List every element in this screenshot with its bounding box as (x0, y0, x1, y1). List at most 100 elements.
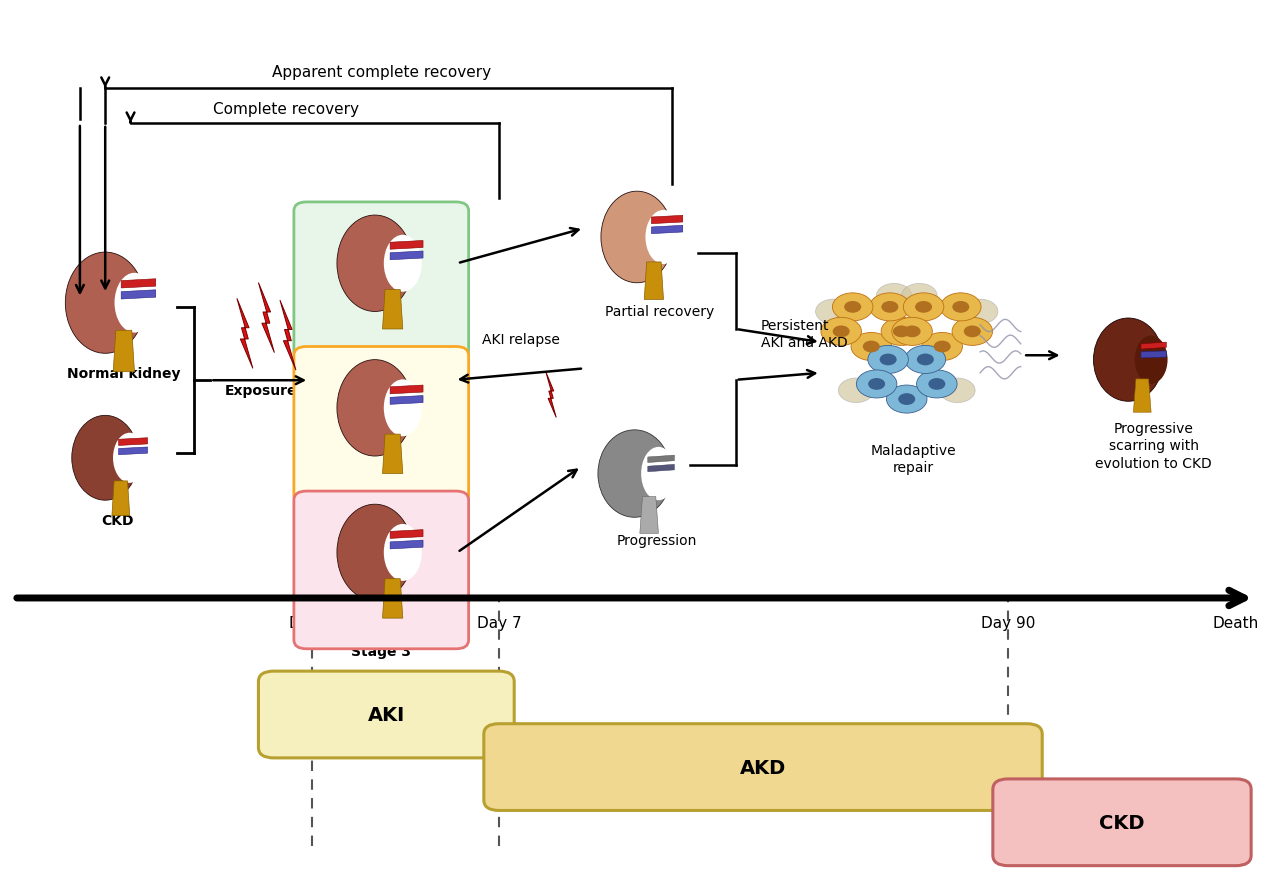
Circle shape (939, 378, 975, 403)
Ellipse shape (72, 416, 138, 500)
Circle shape (923, 333, 962, 361)
Text: Maladaptive
repair: Maladaptive repair (871, 443, 956, 475)
Text: Progressive
scarring with
evolution to CKD: Progressive scarring with evolution to C… (1095, 421, 1212, 470)
Polygon shape (118, 448, 147, 455)
Ellipse shape (602, 192, 673, 284)
FancyBboxPatch shape (992, 779, 1251, 866)
Polygon shape (651, 226, 683, 234)
Circle shape (952, 318, 992, 346)
Text: Day 7: Day 7 (477, 615, 522, 630)
Polygon shape (647, 464, 674, 472)
Circle shape (816, 300, 851, 324)
Text: Complete recovery: Complete recovery (213, 102, 359, 117)
Circle shape (821, 318, 862, 346)
Circle shape (916, 371, 957, 399)
Circle shape (869, 293, 910, 321)
Ellipse shape (641, 448, 675, 500)
Text: CKD: CKD (102, 514, 135, 528)
Polygon shape (121, 291, 156, 299)
Ellipse shape (1134, 336, 1167, 385)
Circle shape (877, 284, 912, 308)
Polygon shape (382, 579, 402, 618)
Polygon shape (390, 541, 423, 550)
Circle shape (934, 342, 950, 353)
Circle shape (915, 302, 933, 313)
Ellipse shape (113, 433, 146, 483)
Text: Death: Death (1213, 615, 1259, 630)
Polygon shape (390, 241, 423, 250)
Polygon shape (1141, 342, 1166, 349)
Circle shape (851, 333, 892, 361)
Circle shape (898, 393, 915, 406)
Ellipse shape (114, 273, 155, 334)
Circle shape (832, 293, 873, 321)
Circle shape (963, 326, 981, 338)
Circle shape (832, 326, 850, 338)
Polygon shape (647, 456, 674, 463)
Text: AKD: AKD (740, 758, 787, 777)
Circle shape (929, 378, 945, 391)
Ellipse shape (383, 524, 421, 581)
Polygon shape (382, 435, 402, 474)
Text: Progression: Progression (617, 534, 698, 548)
Ellipse shape (646, 211, 681, 265)
Circle shape (905, 346, 945, 374)
Circle shape (916, 354, 934, 366)
Text: Exposures: Exposures (225, 384, 305, 398)
Text: Day 90: Day 90 (981, 615, 1036, 630)
Circle shape (940, 293, 981, 321)
Circle shape (904, 326, 920, 338)
Circle shape (893, 326, 910, 338)
Polygon shape (118, 438, 147, 446)
Text: Partial recovery: Partial recovery (605, 304, 714, 318)
Circle shape (839, 378, 874, 403)
Text: AKI relapse: AKI relapse (482, 333, 560, 347)
Ellipse shape (1094, 319, 1164, 402)
Polygon shape (546, 372, 556, 418)
Circle shape (857, 371, 897, 399)
Polygon shape (390, 396, 423, 405)
Polygon shape (390, 252, 423, 261)
Ellipse shape (65, 253, 145, 354)
Polygon shape (640, 497, 659, 534)
Polygon shape (121, 279, 156, 289)
Polygon shape (382, 291, 402, 329)
Text: Apparent complete recovery: Apparent complete recovery (272, 65, 491, 80)
Ellipse shape (338, 505, 412, 601)
Polygon shape (1133, 379, 1151, 413)
Polygon shape (390, 530, 423, 539)
Polygon shape (112, 481, 129, 516)
Polygon shape (645, 263, 664, 300)
Text: Stage 2: Stage 2 (352, 500, 411, 515)
FancyBboxPatch shape (294, 203, 468, 360)
Text: Day 0: Day 0 (289, 615, 334, 630)
Ellipse shape (598, 430, 671, 518)
Ellipse shape (383, 380, 421, 437)
Polygon shape (280, 300, 296, 371)
Circle shape (868, 378, 886, 391)
Polygon shape (1141, 351, 1166, 358)
Circle shape (904, 293, 944, 321)
Polygon shape (651, 216, 683, 225)
FancyBboxPatch shape (294, 492, 468, 649)
FancyBboxPatch shape (483, 723, 1042, 810)
Circle shape (863, 342, 879, 353)
Polygon shape (390, 385, 423, 394)
Text: Persistent
AKI and AKD: Persistent AKI and AKD (761, 319, 848, 349)
Polygon shape (237, 299, 253, 369)
Ellipse shape (338, 216, 412, 312)
Circle shape (902, 284, 937, 308)
FancyBboxPatch shape (259, 672, 514, 758)
Circle shape (952, 302, 970, 313)
Text: AKI: AKI (368, 705, 405, 724)
Circle shape (962, 300, 997, 324)
Circle shape (881, 318, 921, 346)
Text: Stage 1: Stage 1 (352, 356, 411, 370)
Circle shape (844, 302, 862, 313)
Circle shape (882, 302, 898, 313)
Circle shape (887, 385, 926, 414)
Text: Normal kidney: Normal kidney (67, 366, 181, 380)
Polygon shape (259, 284, 274, 353)
FancyBboxPatch shape (294, 347, 468, 505)
Circle shape (868, 346, 909, 374)
